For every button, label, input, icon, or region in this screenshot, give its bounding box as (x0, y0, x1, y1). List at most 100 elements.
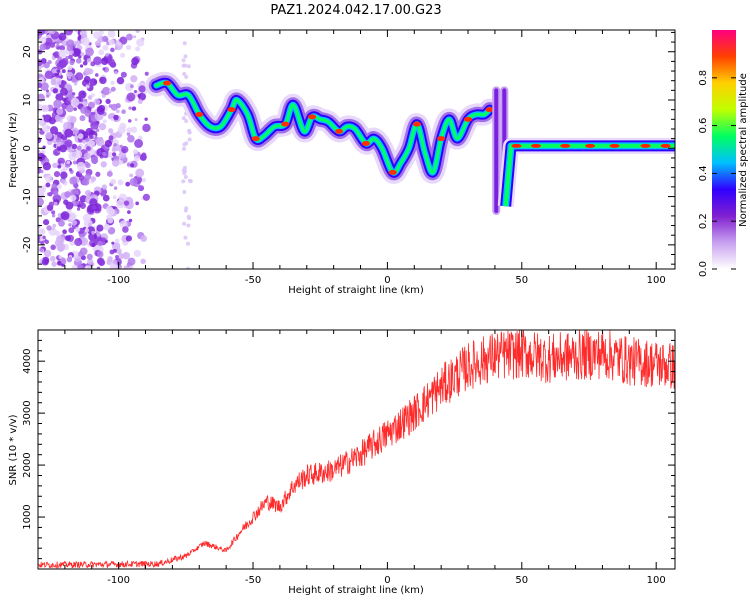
noise-speck (113, 186, 118, 190)
noise-speck (130, 75, 138, 83)
noise-speck (129, 173, 134, 178)
noise-speck (182, 146, 187, 151)
noise-speck (44, 70, 54, 80)
noise-speck (113, 143, 117, 147)
noise-speck (115, 248, 122, 255)
noise-speck (106, 170, 113, 177)
noise-speck (56, 235, 65, 244)
noise-speck (188, 179, 193, 184)
ridge-peak (437, 136, 446, 142)
noise-speck (130, 126, 138, 133)
noise-speck (88, 222, 92, 227)
flat-band (503, 143, 675, 207)
noise-speck (40, 169, 44, 174)
noise-speck (126, 44, 132, 51)
noise-speck (128, 218, 133, 223)
noise-speck (184, 206, 189, 211)
noise-speck (182, 71, 187, 76)
noise-speck (90, 176, 97, 182)
ridge-band (154, 81, 492, 175)
noise-speck (71, 143, 78, 150)
noise-speck (126, 92, 136, 102)
noise-speck (44, 239, 50, 245)
noise-speck (87, 95, 93, 100)
noise-speck (74, 238, 83, 247)
noise-speck (85, 127, 94, 136)
noise-speck (114, 70, 118, 75)
noise-speck (52, 162, 58, 169)
noise-speck (38, 228, 46, 236)
noise-speck (186, 223, 191, 228)
noise-speck (123, 265, 129, 269)
noise-speck (135, 46, 140, 52)
snr-plot-area (38, 330, 675, 569)
noise-speck (56, 46, 60, 50)
noise-speck (95, 171, 101, 177)
flat-peak (640, 143, 651, 148)
noise-speck (75, 72, 84, 81)
noise-speck (182, 221, 187, 226)
noise-speck (113, 114, 119, 121)
noise-speck (64, 128, 73, 138)
noise-speck (116, 41, 122, 46)
noise-speck (58, 49, 67, 58)
noise-speck (93, 98, 101, 105)
y-tick-label: -10 (22, 188, 33, 204)
noise-speck (116, 76, 125, 85)
noise-speck (184, 118, 189, 123)
noise-speck (108, 135, 114, 141)
noise-speck (126, 132, 131, 136)
noise-speck (129, 178, 138, 187)
noise-speck (126, 127, 133, 134)
noise-speck (183, 175, 188, 180)
y-tick-label: 10 (22, 94, 33, 107)
noise-speck (187, 216, 192, 221)
noise-speck (102, 35, 109, 42)
noise-speck (83, 75, 91, 83)
noise-speck (121, 145, 129, 154)
noise-speck (68, 168, 73, 172)
noise-speck (62, 97, 67, 102)
noise-speck (43, 61, 50, 69)
y-tick-label: -20 (22, 237, 33, 253)
noise-speck (116, 199, 125, 209)
noise-speck (136, 38, 145, 47)
noise-speck (187, 137, 192, 142)
noise-speck (100, 161, 107, 168)
noise-speck (108, 128, 114, 134)
noise-speck (105, 52, 109, 57)
ridge-peak (464, 116, 473, 122)
colorbar-tick-label: 0.0 (698, 261, 709, 277)
noise-speck (128, 119, 132, 123)
spectrogram-frame (37, 29, 676, 270)
noise-speck (71, 264, 78, 269)
noise-speck (140, 235, 148, 242)
x-tick-label: 100 (647, 575, 666, 586)
noise-speck (181, 58, 186, 63)
noise-speck (38, 36, 47, 45)
noise-speck (107, 58, 115, 66)
colorbar-ticks: 0.0 0.2 0.4 0.6 0.8 (698, 70, 736, 277)
noise-speck (57, 157, 65, 166)
noise-speck (84, 189, 92, 197)
noise-speck (76, 207, 81, 211)
noise-speck (99, 76, 107, 85)
noise-speck (66, 104, 74, 113)
noise-speck (181, 179, 186, 184)
noise-speck (97, 240, 103, 247)
noise-speck (102, 194, 110, 202)
snr-y-axis: 1000 2000 3000 4000 (22, 329, 675, 570)
noise-speck (107, 217, 114, 224)
noise-speck (96, 266, 101, 269)
ridge-peak (388, 169, 397, 175)
noise-speck (68, 30, 73, 33)
noise-speck (187, 130, 192, 135)
noise-speck (120, 71, 127, 78)
snr-series-line (38, 330, 675, 569)
noise-speck (57, 164, 62, 169)
noise-speck (95, 137, 105, 147)
noise-speck (84, 98, 88, 102)
noise-speck (125, 181, 131, 187)
flat-peak (511, 143, 522, 148)
noise-speck (38, 65, 42, 71)
